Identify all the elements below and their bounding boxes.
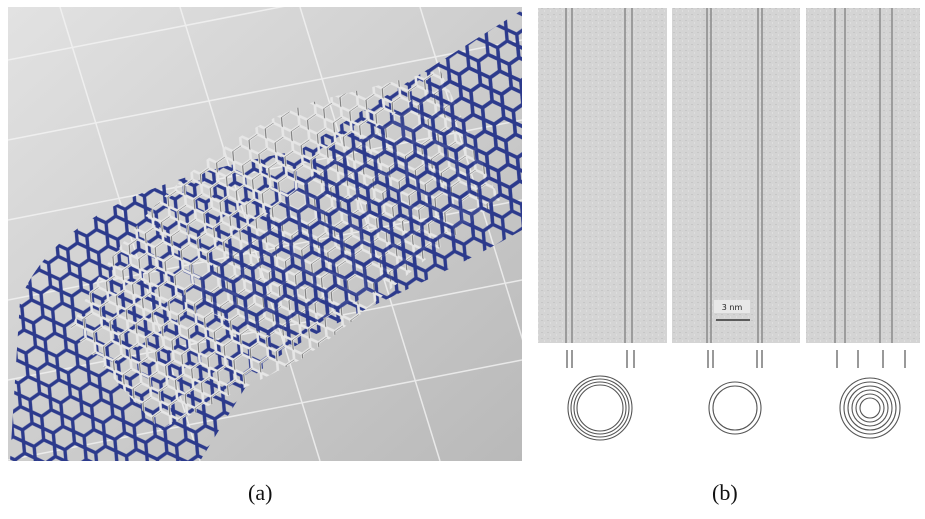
panel-b-image: 3 nm: [538, 8, 920, 441]
figure-images: 3 nm: [8, 7, 920, 461]
panel-label: (a): [248, 480, 273, 505]
scale-bar-label: 3 nm: [722, 303, 743, 312]
panel-a-image: [8, 7, 522, 461]
panel-label: (b): [712, 480, 738, 505]
